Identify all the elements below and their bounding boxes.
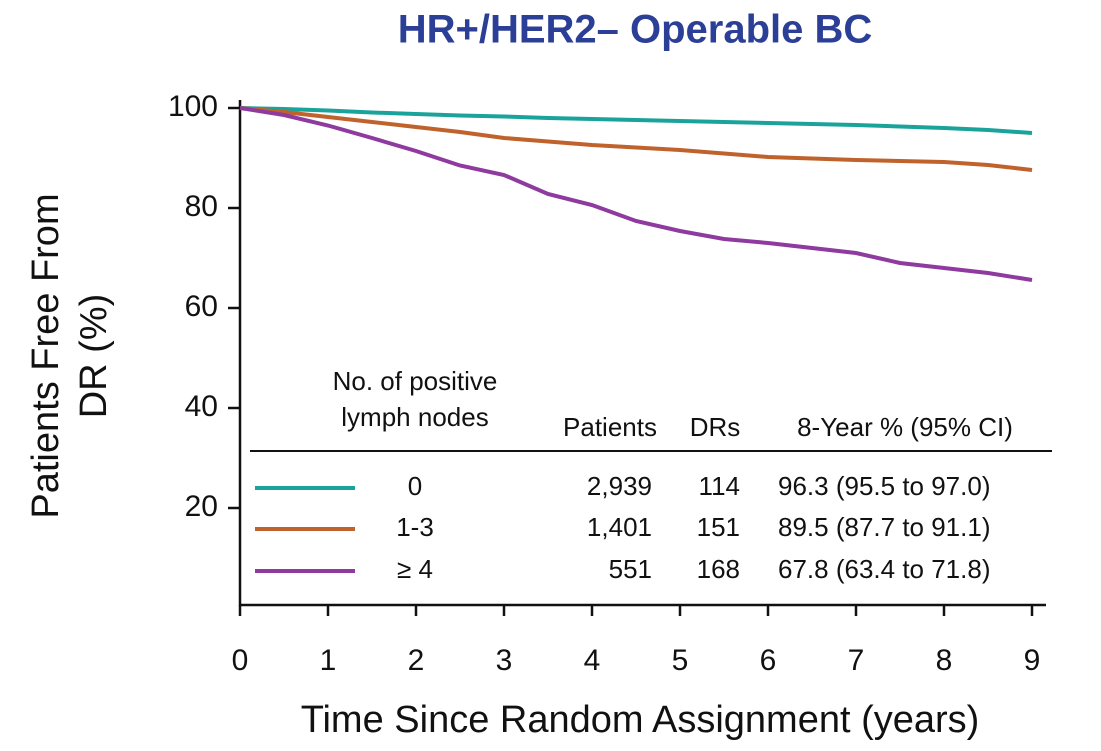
x-tick-label: 7	[848, 644, 865, 677]
legend-heading: No. of positive	[333, 366, 498, 396]
y-label: Patients Free From DR (%)	[25, 193, 115, 518]
legend-cell: 1,401	[587, 512, 652, 542]
legend-cell: 114	[699, 471, 740, 501]
legend-cell: 168	[697, 554, 740, 584]
x-tick-label: 0	[232, 644, 249, 677]
y-tick-label: 40	[185, 390, 218, 423]
series-line	[239, 106, 1033, 282]
chart-title: HR+/HER2– Operable BC	[398, 8, 873, 52]
series-line	[239, 106, 1033, 172]
x-label: Time Since Random Assignment (years)	[301, 699, 980, 741]
legend-cell: 89.5 (87.7 to 91.1)	[778, 512, 990, 542]
y-label-line: DR (%)	[73, 294, 115, 419]
legend-heading: lymph nodes	[341, 402, 488, 432]
legend-cell: 67.8 (63.4 to 71.8)	[778, 554, 990, 584]
legend-label: 1-3	[396, 512, 434, 542]
x-tick-label: 9	[1024, 644, 1041, 677]
legend-label: ≥ 4	[397, 554, 433, 584]
x-tick-label: 5	[672, 644, 689, 677]
y-label-line: Patients Free From	[25, 193, 67, 518]
legend-column-header: Patients	[563, 412, 657, 442]
y-tick-label: 20	[185, 490, 218, 523]
legend-column-header: 8-Year % (95% CI)	[797, 412, 1013, 442]
legend-column-header: DRs	[690, 412, 741, 442]
y-tick-label: 60	[185, 290, 218, 323]
x-tick-label: 4	[584, 644, 601, 677]
legend-label: 0	[408, 471, 422, 501]
y-tick-label: 100	[168, 90, 218, 123]
legend-cell: 551	[609, 554, 652, 584]
x-tick-label: 8	[936, 644, 953, 677]
legend-cell: 96.3 (95.5 to 97.0)	[778, 471, 990, 501]
x-tick-label: 3	[496, 644, 513, 677]
x-tick-label: 1	[320, 644, 337, 677]
legend-cell: 151	[697, 512, 740, 542]
x-tick-label: 6	[760, 644, 777, 677]
legend-cell: 2,939	[587, 471, 652, 501]
x-tick-label: 2	[408, 644, 425, 677]
series-line	[239, 106, 1033, 135]
y-tick-label: 80	[185, 190, 218, 223]
